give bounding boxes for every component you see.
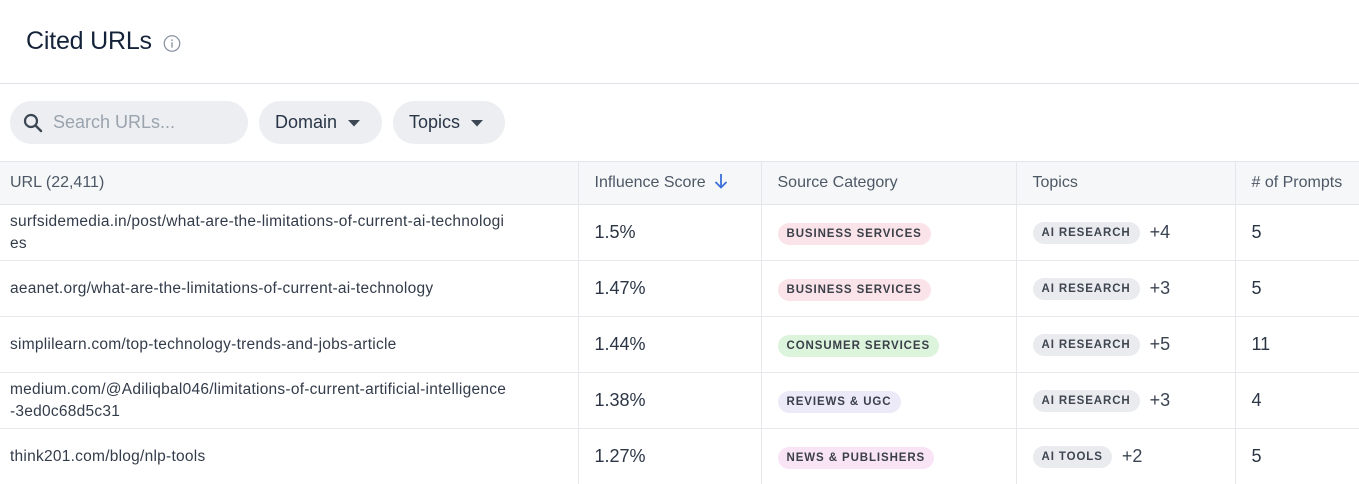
category-badge: CONSUMER SERVICES (777, 334, 940, 357)
influence-score-cell: 1.44% (578, 316, 762, 373)
table-row[interactable]: simplilearn.com/top-technology-trends-an… (0, 316, 1359, 373)
category-badge: REVIEWS & UGC (777, 390, 901, 413)
url-cell[interactable]: medium.com/@Adiliqbal046/limitations-of-… (0, 372, 579, 429)
column-header-influence-score[interactable]: Influence Score (578, 161, 762, 205)
panel-header: Cited URLs (0, 0, 1359, 84)
topics-cell: AI RESEARCH +4 (1016, 204, 1236, 261)
source-category-cell: BUSINESS SERVICES (761, 260, 1017, 317)
prompts-count-cell: 5 (1251, 222, 1262, 242)
more-topics-count[interactable]: +4 (1149, 222, 1171, 242)
prompts-count-cell: 11 (1251, 334, 1271, 354)
influence-score-cell: 1.27% (578, 428, 762, 484)
search-input[interactable] (51, 111, 235, 134)
topics-filter-label: Topics (409, 112, 461, 132)
topic-badge[interactable]: AI RESEARCH (1032, 389, 1140, 412)
source-category-cell: NEWS & PUBLISHERS (761, 428, 1017, 484)
prompts-count-cell: 5 (1251, 278, 1262, 298)
column-header-source-category[interactable]: Source Category (761, 161, 1017, 205)
info-circle-icon[interactable] (163, 34, 181, 52)
prompts-count-cell: 5 (1251, 446, 1262, 466)
topic-badge[interactable]: AI TOOLS (1032, 445, 1112, 468)
caret-down-icon (347, 119, 361, 127)
source-category-cell: BUSINESS SERVICES (761, 204, 1017, 261)
topics-cell: AI RESEARCH +3 (1016, 372, 1236, 429)
search-icon (23, 113, 43, 132)
topic-badge[interactable]: AI RESEARCH (1032, 333, 1140, 356)
source-category-cell: REVIEWS & UGC (761, 372, 1017, 429)
influence-score-cell: 1.47% (578, 260, 762, 317)
page-title: Cited URLs (26, 27, 152, 55)
arrow-down-icon[interactable] (714, 173, 728, 194)
more-topics-count[interactable]: +3 (1149, 390, 1171, 410)
more-topics-count[interactable]: +5 (1149, 334, 1171, 354)
topic-badge[interactable]: AI RESEARCH (1032, 277, 1140, 300)
category-badge: BUSINESS SERVICES (777, 278, 931, 301)
url-cell[interactable]: aeanet.org/what-are-the-limitations-of-c… (0, 260, 579, 317)
topics-cell: AI RESEARCH +3 (1016, 260, 1236, 317)
topics-filter-button[interactable]: Topics (393, 101, 506, 144)
table-row[interactable]: medium.com/@Adiliqbal046/limitations-of-… (0, 372, 1359, 429)
column-header-url[interactable]: URL (22,411) (0, 161, 579, 205)
url-cell[interactable]: think201.com/blog/nlp-tools (0, 428, 579, 484)
column-header-prompts[interactable]: # of Prompts (1235, 161, 1359, 205)
topics-cell: AI RESEARCH +5 (1016, 316, 1236, 373)
domain-filter-button[interactable]: Domain (259, 101, 383, 144)
column-header-topics[interactable]: Topics (1016, 161, 1236, 205)
category-badge: NEWS & PUBLISHERS (777, 446, 935, 469)
table-row[interactable]: surfsidemedia.in/post/what-are-the-limit… (0, 204, 1359, 261)
topics-cell: AI TOOLS +2 (1016, 428, 1236, 484)
url-cell[interactable]: simplilearn.com/top-technology-trends-an… (0, 316, 579, 373)
influence-score-cell: 1.5% (578, 204, 762, 261)
caret-down-icon (470, 119, 484, 127)
url-cell[interactable]: surfsidemedia.in/post/what-are-the-limit… (0, 204, 579, 261)
search-box[interactable] (10, 101, 248, 144)
influence-score-cell: 1.38% (578, 372, 762, 429)
source-category-cell: CONSUMER SERVICES (761, 316, 1017, 373)
prompts-count-cell: 4 (1251, 390, 1262, 410)
category-badge: BUSINESS SERVICES (777, 222, 931, 245)
more-topics-count[interactable]: +3 (1149, 278, 1171, 298)
more-topics-count[interactable]: +2 (1121, 446, 1143, 466)
table-header-row: URL (22,411) Influence Score Source Cate… (0, 161, 1359, 205)
table-row[interactable]: aeanet.org/what-are-the-limitations-of-c… (0, 260, 1359, 317)
filter-bar: Domain Topics (0, 84, 1359, 161)
domain-filter-label: Domain (275, 112, 338, 132)
topic-badge[interactable]: AI RESEARCH (1032, 221, 1140, 244)
cited-urls-table: URL (22,411) Influence Score Source Cate… (0, 161, 1359, 484)
table-row[interactable]: think201.com/blog/nlp-tools 1.27% NEWS &… (0, 428, 1359, 484)
